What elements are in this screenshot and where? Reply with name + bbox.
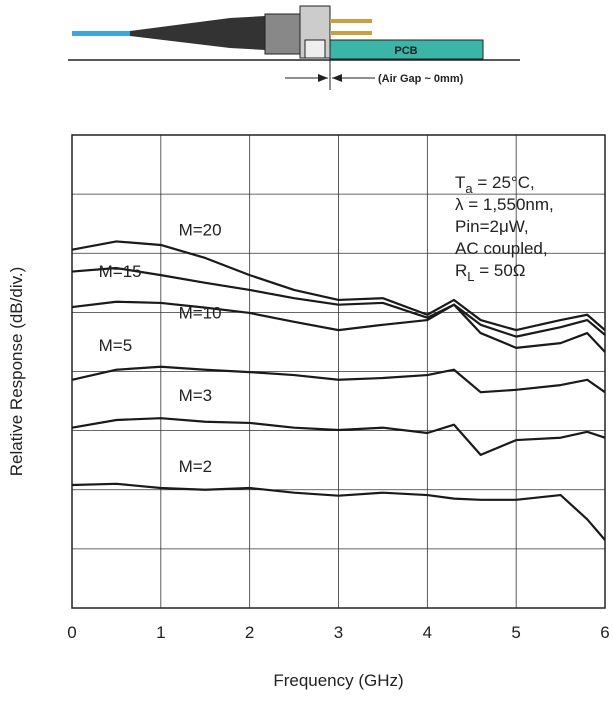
pin [330,31,372,35]
annotation-part: Pin=2μW, [455,217,529,236]
series-label: M=10 [179,303,222,322]
chart: 0 1 2 3 4 5 6 Frequency (GHz) Relative Response … [7,134,610,690]
annotation-part: R [455,261,467,280]
arrow-head [332,74,342,82]
series-label: M=5 [99,336,133,355]
annotation-part: = 25°C, [473,173,535,192]
data-line [71,365,606,394]
data-line [71,266,606,338]
x-tick-label: 1 [156,623,165,642]
gap-label: (Air Gap ~ 0mm) [378,73,464,85]
annotation: λ = 1,550nm, [455,195,554,214]
annotation-part: a [465,181,473,196]
plot-frame [71,134,606,609]
annotation: Pin=2μW, [455,217,529,236]
annotation-part: λ = 1,550nm, [455,195,554,214]
series-label: M=20 [179,221,222,240]
data-line [71,417,606,456]
data-line [71,300,606,353]
pin [330,19,372,23]
series-label: M=15 [99,262,142,281]
x-tick-label: 2 [245,623,254,642]
y-axis-label: Relative Response (dB/div.) [7,267,26,476]
x-tick-label: 4 [423,623,432,642]
pcb [329,39,484,60]
taper [130,16,265,50]
pcb-label: PCB [394,45,417,57]
annotation: AC coupled, [455,239,548,258]
annotation: RL = 50Ω [455,261,526,284]
lens [304,39,326,59]
connector-diagram: PCB (Air Gap ~ 0mm) [68,5,520,90]
data-line [71,240,606,332]
x-axis-label: Frequency (GHz) [273,671,403,690]
x-tick-label: 0 [67,623,76,642]
arrow-head [318,74,328,82]
x-tick-label: 5 [511,623,520,642]
x-tick-label: 6 [600,623,609,642]
series-label: M=2 [179,457,213,476]
x-tick-label: 3 [334,623,343,642]
annotation-part: AC coupled, [455,239,548,258]
annotation-part: T [455,173,465,192]
annotation-part: L [467,269,474,284]
fiber [72,31,130,36]
annotation: Ta = 25°C, [455,173,535,196]
ferrule [264,13,301,55]
series-label: M=3 [179,386,213,405]
annotation-part: = 50Ω [475,261,526,280]
data-line [71,482,606,541]
